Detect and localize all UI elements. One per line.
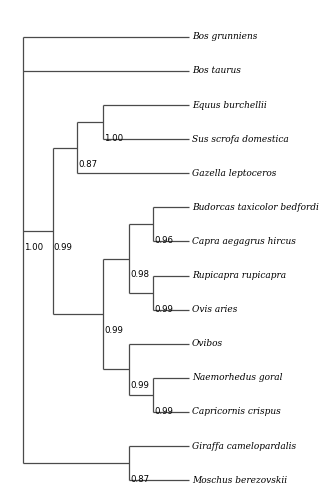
- Text: 0.99: 0.99: [130, 382, 149, 390]
- Text: Gazella leptoceros: Gazella leptoceros: [192, 169, 277, 178]
- Text: Equus burchellii: Equus burchellii: [192, 100, 267, 110]
- Text: 1.00: 1.00: [24, 243, 43, 252]
- Text: Rupicapra rupicapra: Rupicapra rupicapra: [192, 271, 286, 280]
- Text: 0.96: 0.96: [154, 236, 173, 246]
- Text: Ovibos: Ovibos: [192, 340, 223, 348]
- Text: Naemorhedus goral: Naemorhedus goral: [192, 374, 283, 382]
- Text: 0.87: 0.87: [78, 160, 97, 168]
- Text: 0.99: 0.99: [54, 243, 73, 252]
- Text: 0.87: 0.87: [130, 475, 149, 484]
- Text: Ovis aries: Ovis aries: [192, 305, 238, 314]
- Text: Moschus berezovskii: Moschus berezovskii: [192, 476, 287, 484]
- Text: 0.98: 0.98: [130, 270, 149, 280]
- Text: 0.99: 0.99: [154, 304, 173, 314]
- Text: 0.99: 0.99: [104, 326, 123, 335]
- Text: Budorcas taxicolor bedfordi: Budorcas taxicolor bedfordi: [192, 203, 319, 212]
- Text: Bos grunniens: Bos grunniens: [192, 32, 258, 42]
- Text: 0.99: 0.99: [154, 407, 173, 416]
- Text: Bos taurus: Bos taurus: [192, 66, 241, 76]
- Text: 1.00: 1.00: [104, 134, 123, 143]
- Text: Capricornis crispus: Capricornis crispus: [192, 408, 281, 416]
- Text: Sus scrofa domestica: Sus scrofa domestica: [192, 134, 289, 143]
- Text: Capra aegagrus hircus: Capra aegagrus hircus: [192, 237, 296, 246]
- Text: Giraffa camelopardalis: Giraffa camelopardalis: [192, 442, 296, 450]
